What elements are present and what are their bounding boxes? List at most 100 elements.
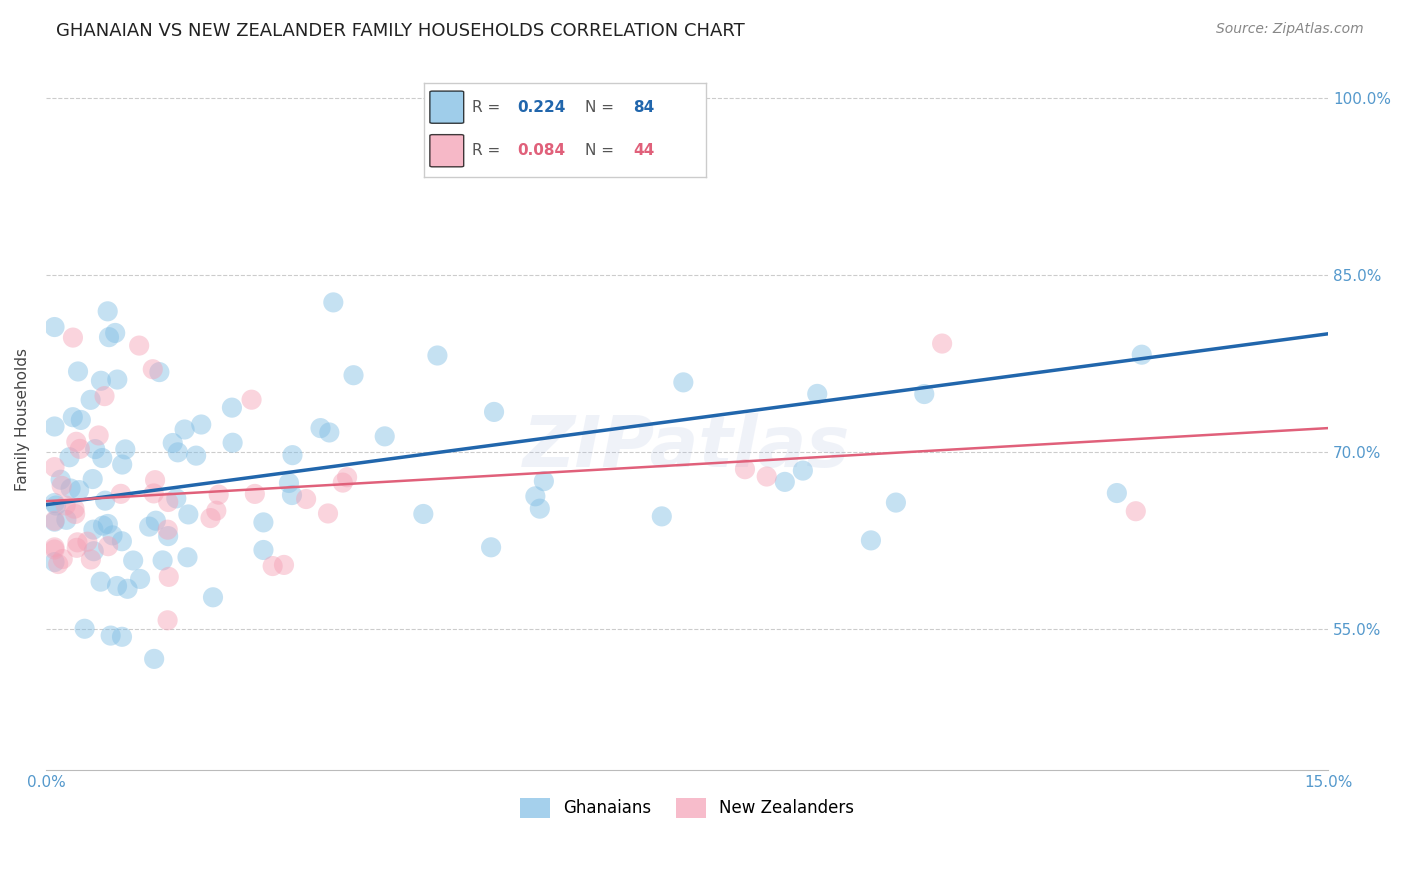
Point (252, 516, 274, 530)
Point (59, 482, 82, 496)
Point (792, 464, 814, 478)
Point (208, 488, 231, 502)
Point (44, 496, 66, 510)
Point (176, 550, 198, 565)
Point (252, 543, 274, 558)
Point (83, 544, 105, 558)
Point (318, 425, 340, 440)
Point (44, 514, 66, 528)
Point (336, 470, 359, 484)
Legend: Ghanaians, New Zealanders: Ghanaians, New Zealanders (513, 791, 860, 825)
Point (44, 515, 66, 529)
Point (412, 507, 434, 521)
Point (82, 472, 104, 486)
Point (342, 368, 364, 383)
Point (97, 539, 120, 553)
Point (524, 489, 547, 503)
Point (672, 376, 695, 390)
Point (533, 474, 555, 488)
Point (240, 392, 263, 407)
Point (122, 553, 145, 567)
Point (67, 364, 90, 378)
Point (262, 559, 284, 574)
Point (90, 374, 112, 388)
Point (1130, 348, 1153, 362)
Point (105, 372, 128, 386)
Point (221, 401, 243, 415)
Point (111, 458, 134, 472)
Point (374, 429, 396, 443)
Point (295, 491, 318, 506)
Point (100, 629, 122, 643)
Text: GHANAIAN VS NEW ZEALANDER FAMILY HOUSEHOLDS CORRELATION CHART: GHANAIAN VS NEW ZEALANDER FAMILY HOUSEHO… (56, 22, 745, 40)
Point (58, 450, 80, 465)
Point (332, 475, 354, 490)
Point (651, 509, 673, 524)
Point (65, 434, 87, 449)
Point (806, 387, 828, 401)
Point (281, 488, 304, 502)
Point (90, 574, 112, 589)
Point (529, 501, 551, 516)
Text: ZIPatlas: ZIPatlas (523, 413, 851, 482)
Point (114, 442, 136, 457)
Point (482, 405, 505, 419)
Point (281, 448, 304, 462)
Point (98, 330, 121, 344)
Point (55, 513, 77, 527)
Point (243, 487, 266, 501)
Point (79, 392, 101, 407)
Point (157, 529, 180, 543)
Point (859, 533, 882, 548)
Point (44, 555, 66, 569)
Point (63, 501, 86, 516)
Point (479, 541, 502, 555)
Point (931, 336, 953, 351)
Point (129, 572, 152, 586)
Point (94, 493, 117, 508)
Point (49, 473, 72, 487)
Point (44, 419, 66, 434)
Point (755, 469, 778, 483)
Point (46, 557, 69, 571)
Point (66, 541, 89, 555)
Point (173, 422, 195, 436)
Point (45, 499, 67, 513)
Point (316, 507, 339, 521)
Point (145, 514, 167, 528)
Point (44, 460, 66, 475)
Point (190, 417, 212, 432)
Point (62, 330, 84, 344)
Point (157, 495, 180, 509)
Point (44, 541, 66, 555)
Point (105, 579, 128, 593)
Point (278, 475, 301, 490)
Point (76, 534, 98, 549)
Point (93, 389, 115, 403)
Point (273, 558, 295, 572)
Point (111, 534, 134, 549)
Point (97, 516, 120, 531)
Point (84, 442, 107, 456)
Point (104, 326, 127, 340)
Point (44, 320, 66, 334)
Point (912, 387, 935, 401)
Point (55, 499, 77, 513)
Y-axis label: Family Households: Family Households (15, 348, 30, 491)
Point (148, 365, 170, 379)
Point (1105, 486, 1128, 500)
Point (62, 410, 84, 425)
Point (67, 483, 90, 497)
Point (1125, 504, 1147, 518)
Point (166, 445, 188, 459)
Point (97, 304, 120, 318)
Point (177, 508, 200, 522)
Point (80, 552, 103, 566)
Point (52, 552, 75, 566)
Point (201, 591, 224, 605)
Point (117, 582, 139, 596)
Point (884, 495, 907, 509)
Point (205, 504, 228, 518)
Point (91, 518, 114, 533)
Point (111, 630, 134, 644)
